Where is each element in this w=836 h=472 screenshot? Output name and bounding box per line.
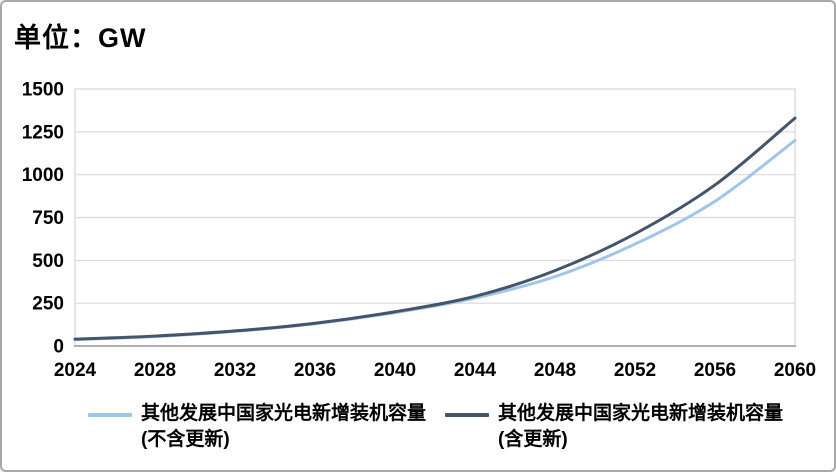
legend-label-line2: (不含更新)	[141, 429, 230, 450]
y-tick-label: 1000	[22, 165, 64, 186]
x-tick-label: 2028	[134, 360, 176, 381]
series-line-with-renewal	[73, 116, 797, 341]
legend-item-without-renewal: 其他发展中国家光电新增装机容量 (不含更新)	[88, 401, 426, 453]
x-tick-label: 2036	[294, 360, 336, 381]
x-tick-label: 2044	[454, 360, 497, 381]
chart-unit-title: 单位：GW	[14, 23, 147, 53]
x-tick-label: 2040	[374, 360, 416, 381]
y-tick-label: 750	[32, 208, 64, 229]
y-tick-label: 250	[32, 294, 64, 315]
x-tick-label: 2056	[694, 360, 736, 381]
legend: 其他发展中国家光电新增装机容量 (不含更新) 其他发展中国家光电新增装机容量 (…	[2, 401, 834, 465]
legend-label-line2: (含更新)	[498, 429, 568, 450]
legend-item-with-renewal: 其他发展中国家光电新增装机容量 (含更新)	[445, 401, 783, 453]
x-tick-label: 2024	[54, 360, 97, 381]
x-tick-label: 2032	[214, 360, 256, 381]
legend-label-line1: 其他发展中国家光电新增装机容量	[141, 403, 427, 424]
x-tick-label: 2052	[614, 360, 656, 381]
y-tick-label: 500	[32, 251, 64, 272]
x-tick-label: 2060	[774, 360, 816, 381]
y-tick-label: 1250	[22, 122, 64, 143]
legend-line-swatch-dark-blue	[445, 413, 489, 417]
y-tick-label: 0	[53, 337, 64, 358]
x-tick-label: 2048	[534, 360, 576, 381]
series-line-without-renewal	[73, 138, 797, 341]
legend-label-with-renewal: 其他发展中国家光电新增装机容量 (含更新)	[498, 401, 783, 453]
legend-line-swatch-light-blue	[88, 413, 132, 417]
legend-label-line1: 其他发展中国家光电新增装机容量	[498, 403, 784, 424]
legend-label-without-renewal: 其他发展中国家光电新增装机容量 (不含更新)	[141, 401, 426, 453]
y-tick-label: 1500	[22, 80, 64, 101]
